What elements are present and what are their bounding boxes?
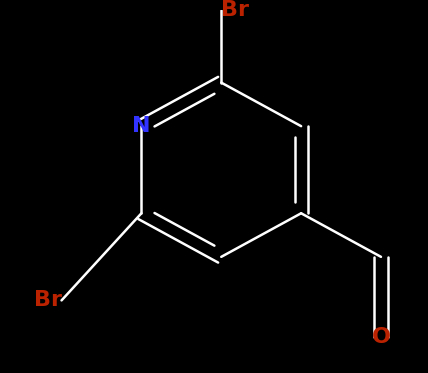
Text: N: N <box>132 116 151 136</box>
Text: Br: Br <box>221 0 249 20</box>
Text: O: O <box>372 327 390 347</box>
Text: Br: Br <box>33 291 62 310</box>
